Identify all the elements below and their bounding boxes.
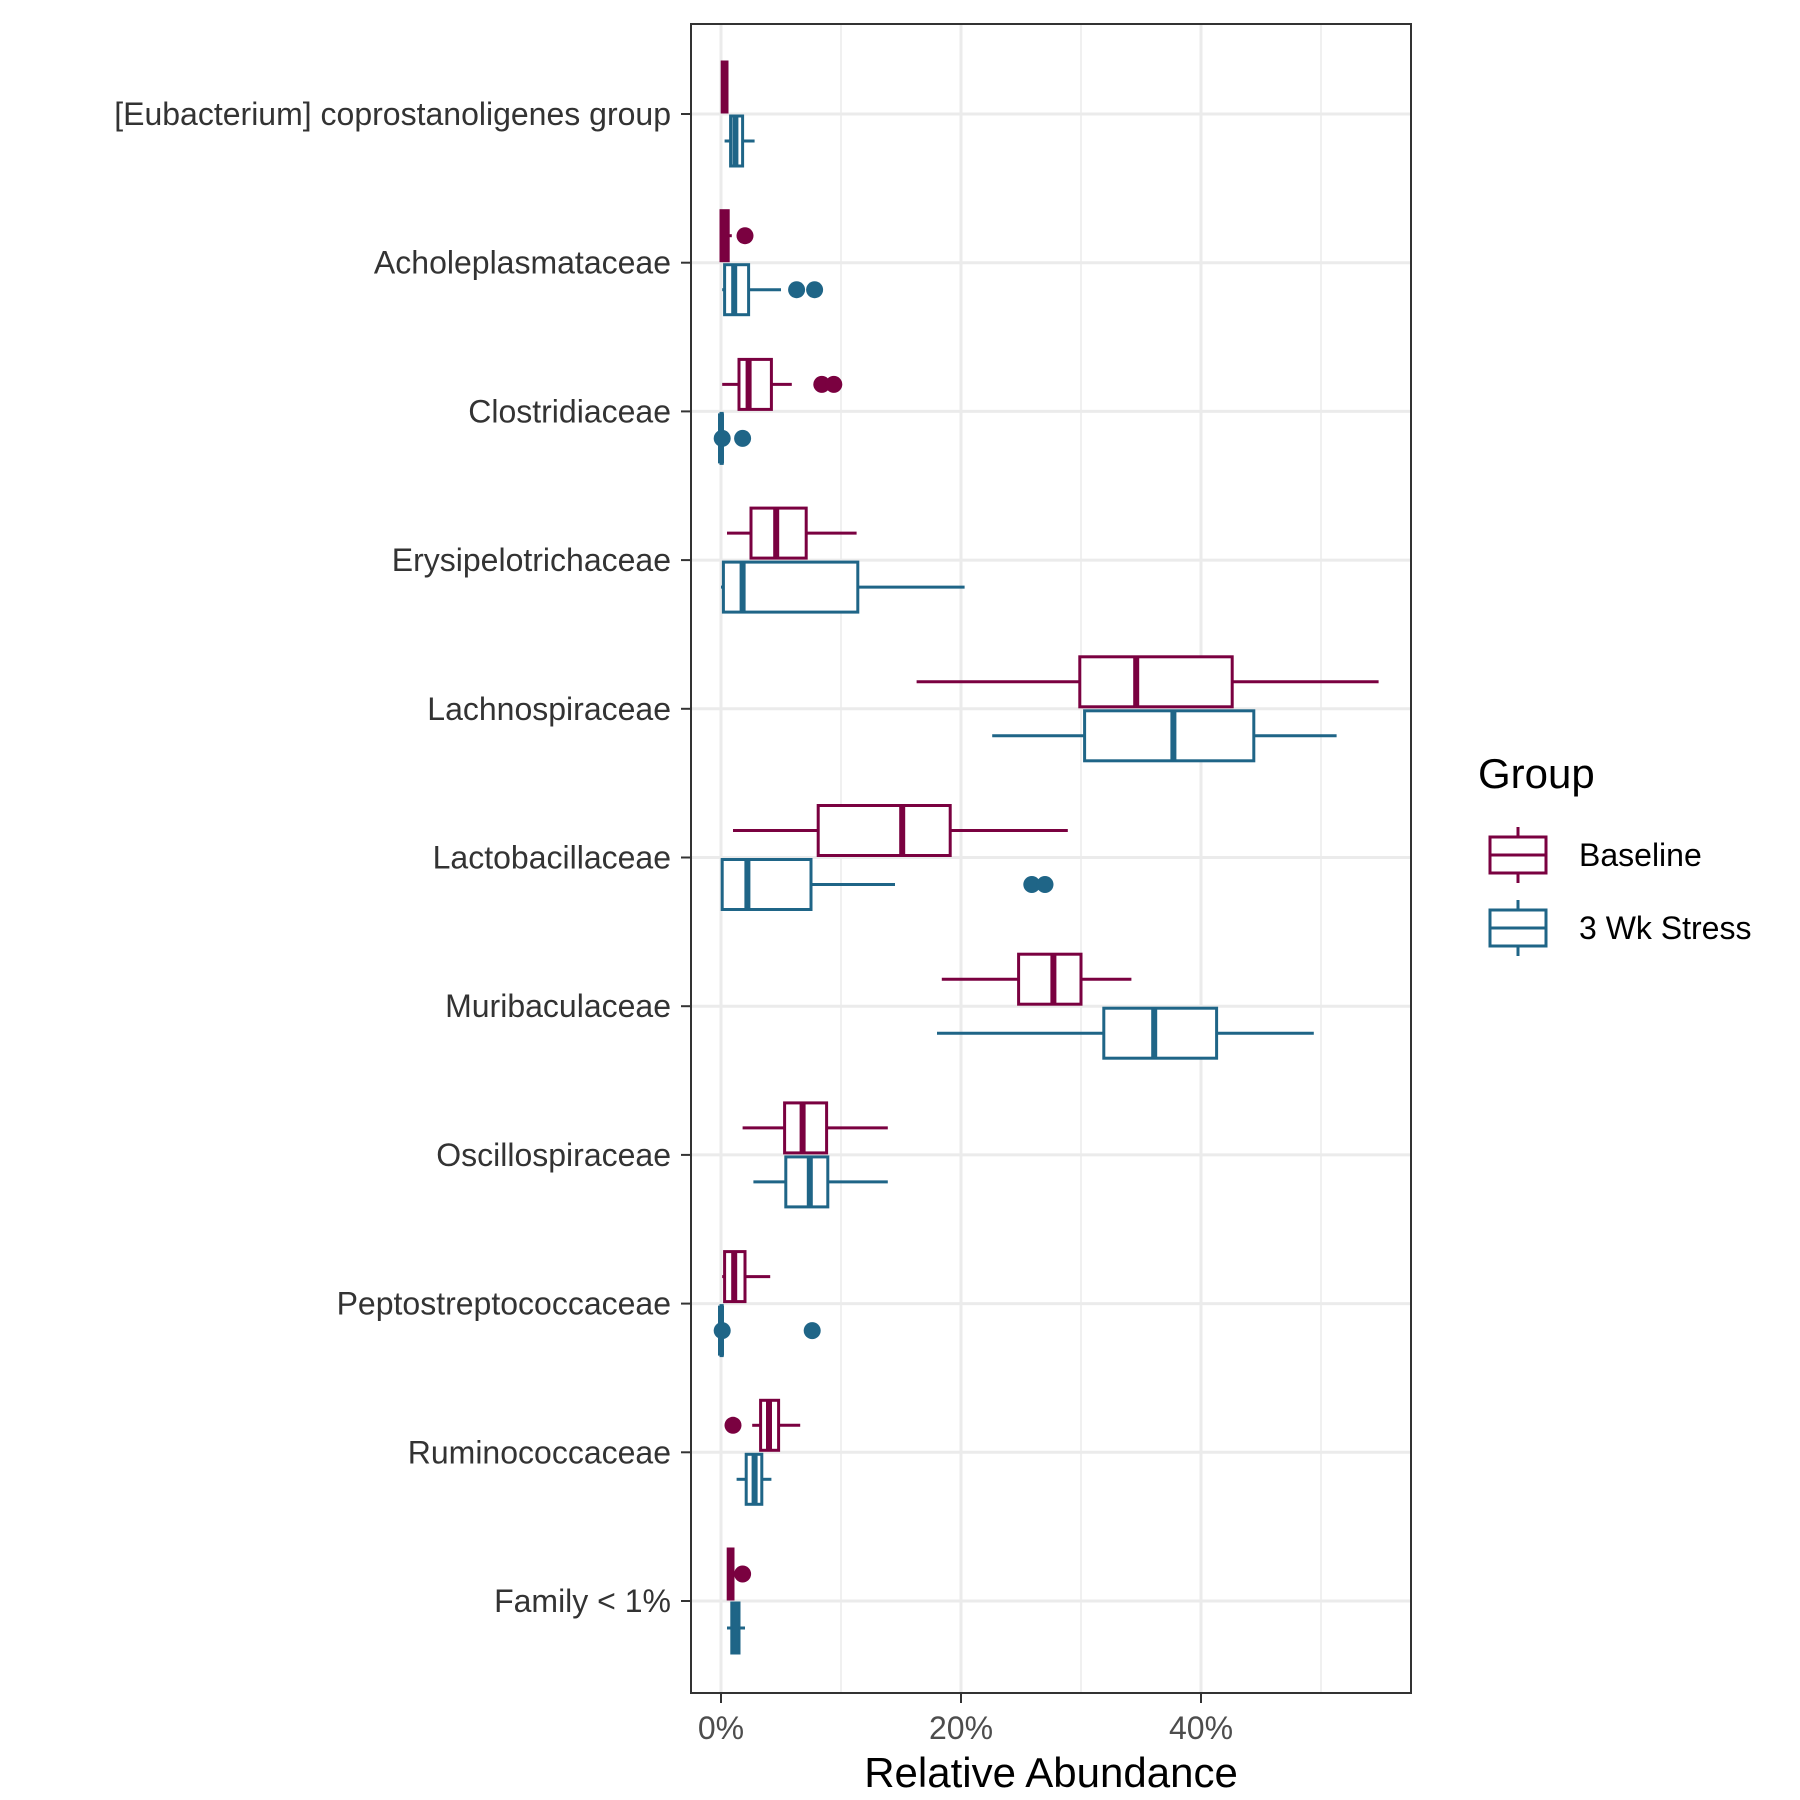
iqr-box <box>1102 1006 1219 1060</box>
category-label: Ruminococcaceae <box>408 1434 671 1470</box>
boxplot-baseline <box>733 804 1068 857</box>
boxplot-3-wk-stress <box>713 411 752 465</box>
category-label: Family < 1% <box>494 1583 671 1619</box>
outlier-point <box>734 1565 752 1583</box>
outlier-point <box>803 1322 821 1340</box>
legend-keys: Baseline 3 Wk Stress <box>1488 827 1751 956</box>
boxplot-baseline <box>941 952 1132 1006</box>
box-layer <box>713 60 1379 1655</box>
category-label: Clostridiaceae <box>468 393 671 429</box>
category-label: [Eubacterium] coprostanoligenes group <box>114 96 671 132</box>
boxplot-baseline <box>722 1250 771 1304</box>
x-axis: 0% 20% 40% <box>698 1693 1233 1746</box>
legend-item: 3 Wk Stress <box>1488 900 1751 956</box>
iqr-box <box>816 804 952 857</box>
legend-item: Baseline <box>1488 827 1702 883</box>
boxplot-3-wk-stress <box>753 1155 888 1209</box>
boxplot-baseline <box>724 1398 801 1452</box>
outlier-point <box>788 281 806 299</box>
category-label: Erysipelotrichaceae <box>392 542 671 578</box>
grid-layer <box>691 24 1411 1693</box>
iqr-box <box>1078 655 1234 709</box>
outlier-point <box>825 375 843 393</box>
outlier-point <box>813 375 831 393</box>
iqr-box <box>721 560 860 614</box>
outlier-point <box>734 429 752 447</box>
category-axis: [Eubacterium] coprostanoligenes group Ach… <box>114 96 691 1619</box>
legend-title: Group <box>1478 750 1595 797</box>
iqr-box <box>1083 709 1256 763</box>
outlier-point <box>713 429 731 447</box>
category-label: Lactobacillaceae <box>433 840 671 876</box>
outlier-point <box>1036 876 1054 893</box>
outlier-point <box>724 1416 742 1434</box>
iqr-box <box>737 357 773 411</box>
boxplot-3-wk-stress <box>727 1601 745 1655</box>
boxplot-3-wk-stress <box>722 263 824 317</box>
legend-label: 3 Wk Stress <box>1579 910 1751 946</box>
iqr-box <box>1017 952 1083 1006</box>
category-label: Acholeplasmataceae <box>374 245 671 281</box>
boxplot-baseline <box>722 357 843 411</box>
legend-label: Baseline <box>1579 837 1702 873</box>
x-tick-label: 40% <box>1169 1710 1233 1746</box>
category-label: Muribaculaceae <box>445 988 671 1024</box>
boxplot-3-wk-stress <box>724 114 755 168</box>
iqr-box <box>720 858 813 911</box>
boxplot-baseline <box>720 60 729 114</box>
boxplot-3-wk-stress <box>721 560 965 614</box>
legend: Group Baseline 3 Wk Stress <box>1478 750 1751 956</box>
boxplot-baseline <box>916 655 1379 709</box>
boxplot-baseline <box>726 1547 752 1601</box>
category-label: Oscillospiraceae <box>436 1137 671 1173</box>
boxplot-3-wk-stress <box>937 1006 1314 1060</box>
x-tick-label: 20% <box>929 1710 993 1746</box>
category-label: Peptostreptococcaceae <box>337 1286 671 1322</box>
outlier-point <box>806 281 824 299</box>
category-label: Lachnospiraceae <box>427 691 671 727</box>
boxplot-3-wk-stress <box>720 858 1054 911</box>
x-axis-title: Relative Abundance <box>864 1749 1238 1796</box>
outlier-point <box>713 1322 731 1340</box>
boxplot-3-wk-stress <box>713 1304 821 1358</box>
boxplot-baseline <box>727 506 857 560</box>
boxplot-3-wk-stress <box>992 709 1337 763</box>
boxplot-3-wk-stress <box>736 1452 772 1506</box>
x-tick-label: 0% <box>698 1710 744 1746</box>
outlier-point <box>736 227 754 245</box>
boxplot-baseline <box>719 209 754 263</box>
outlier-point <box>1023 876 1041 893</box>
boxplot-baseline <box>742 1101 888 1155</box>
